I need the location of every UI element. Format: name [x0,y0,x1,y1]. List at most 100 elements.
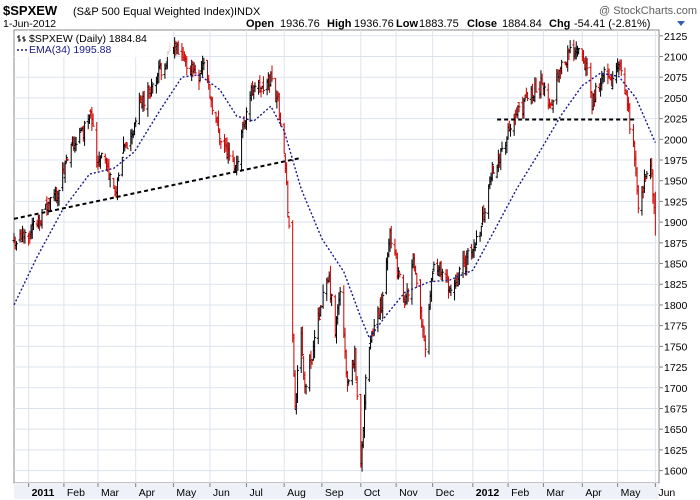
y-tick-label: 2125 [664,31,688,43]
price-bar [236,155,240,171]
y-tick-label: 1925 [664,196,688,208]
x-tick-label: May [176,487,197,499]
x-tick-label: Feb [511,487,529,499]
price-bar [490,161,494,182]
stockcharts-watermark: @ StockCharts.com [599,5,697,17]
price-bar [300,326,304,357]
x-tick-label: Apr [585,487,602,499]
price-bar [594,82,598,103]
price-bar [91,113,95,127]
x-tick-label: Jun [658,487,675,499]
price-bar [142,90,146,111]
price-bar [449,284,453,296]
chevron-down-icon[interactable] [677,21,685,26]
price-bar [287,215,291,229]
y-tick-label: 2050 [664,93,688,105]
x-tick-label: Feb [67,487,85,499]
trendlines [13,118,636,220]
price-bar [244,107,248,131]
y-tick-label: 1750 [664,341,688,353]
x-tick-label: Dec [436,487,455,499]
price-bar [526,92,530,102]
y-tick-label: 1825 [664,279,688,291]
price-bar [517,101,521,113]
ema-line [13,72,656,340]
price-bar [568,40,572,54]
close-value: 1884.84 [502,18,542,30]
high-value: 1936.76 [354,18,394,30]
x-tick-label: Mar [546,487,565,499]
y-tick-label: 1875 [664,238,688,250]
open-value: 1936.76 [280,18,320,30]
price-bar [261,76,265,95]
price-bar [134,117,138,128]
price-bar [321,284,325,309]
price-bar [364,374,368,410]
x-axis: 2011 Feb Mar Apr May Jun Jul Aug Sep Oct Nov Dec 201… [28,483,675,499]
price-bar [440,268,444,282]
price-bar [355,376,359,400]
price-bar [522,97,526,119]
price-bar [397,267,401,280]
y-tick-label: 1775 [664,321,688,333]
price-bar [509,123,513,137]
price-bar [304,383,308,395]
price-bar [14,240,18,251]
price-bar [474,230,478,246]
y-tick-label: 1975 [664,155,688,167]
price-bar [560,59,564,75]
x-tick-label: Jun [213,487,230,499]
price-bar [218,128,222,146]
chg-value: -54.41 (-2.81%) [574,18,650,30]
y-tick-label: 1900 [664,217,688,229]
price-bar [423,335,427,358]
high-label: High [327,18,352,30]
price-bar [313,330,317,359]
x-tick-label: Apr [139,487,156,499]
x-tick-label: 2011 [32,487,55,499]
x-tick-label: Oct [364,487,380,499]
price-bar [345,370,349,392]
price-bar [642,169,646,194]
legend-price-label: $SPXEW (Daily) 1884.84 [29,33,147,45]
y-tick-label: 2025 [664,114,688,126]
x-tick-label: Nov [399,487,418,499]
price-bar [479,225,483,237]
x-tick-label: Sep [325,487,344,499]
low-value: 1883.75 [419,18,459,30]
close-label: Close [467,18,497,30]
price-bar [150,78,154,97]
price-bar [100,152,104,159]
legend-ema-label: EMA(34) 1995.88 [29,44,111,56]
legend-box [15,31,173,57]
price-bar [176,40,180,55]
chart-exchange: INDX [234,6,261,18]
price-bar [193,64,197,74]
y-tick-label: 1950 [664,176,688,188]
price-bar [83,120,87,146]
y-tick-label: 1600 [664,466,688,478]
price-bar [457,266,461,285]
chart-date: 1-Jun-2012 [3,18,56,30]
chg-label: Chg [549,18,570,30]
price-bar [210,96,214,115]
price-bar [286,180,290,218]
x-tick-label: Mar [101,487,120,499]
price-bar [202,57,206,71]
legend: $SPXEW (Daily) 1884.84 EMA(34) 1995.88 [15,31,173,57]
price-bar [543,82,547,97]
price-bar [151,83,155,94]
price-bars [12,37,656,472]
price-bar [645,170,649,179]
price-bar [125,142,129,150]
price-bar [279,112,283,127]
price-bar [31,217,35,231]
price-bar [534,77,538,93]
price-bar [602,66,606,83]
price-bar [577,47,581,55]
price-bar [389,225,393,249]
y-tick-label: 2000 [664,134,688,146]
y-tick-label: 1800 [664,300,688,312]
price-bar [319,305,323,317]
